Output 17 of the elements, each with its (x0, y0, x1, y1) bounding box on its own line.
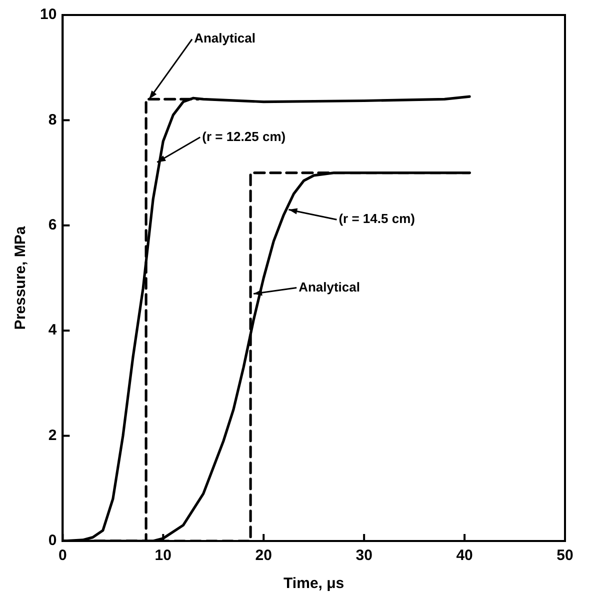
x-tick-label: 50 (556, 547, 574, 564)
y-tick-label: 10 (40, 6, 57, 24)
annotation: (r = 12.25 cm) (202, 128, 286, 144)
y-tick-label: 0 (48, 532, 57, 550)
y-tick-label: 2 (48, 426, 57, 444)
x-axis-title: Time, μs (284, 575, 344, 592)
y-axis-title: Pressure, MPa (12, 226, 30, 330)
x-tick-label: 20 (255, 547, 272, 564)
x-tick-label: 30 (356, 547, 372, 564)
annotation: Analytical (194, 30, 256, 46)
x-tick-label: 40 (456, 547, 473, 564)
annotation: Analytical (298, 279, 360, 294)
y-tick-label: 6 (48, 216, 57, 234)
annotation: (r = 14.5 cm) (338, 211, 415, 226)
y-tick-label: 8 (48, 111, 57, 128)
y-tick-label: 4 (48, 322, 58, 339)
x-tick-label: 10 (154, 547, 172, 564)
